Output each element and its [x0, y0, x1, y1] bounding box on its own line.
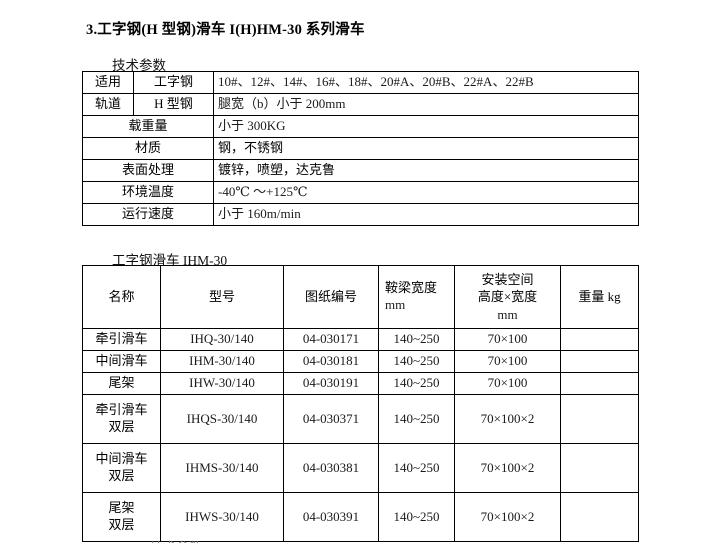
- column-header-saddle-width: 鞍梁宽度 mm: [378, 265, 455, 329]
- table-row: 环境温度 -40℃ ～+125℃: [82, 181, 639, 204]
- column-header-install-space-unit: mm: [497, 306, 518, 322]
- cell-name-line1: 尾架: [108, 500, 135, 516]
- technical-parameters-table: 适用 工字钢 10#、12#、14#、16#、18#、20#A、20#B、22#…: [82, 71, 639, 226]
- specs-value-i-beam-sizes: 10#、12#、14#、16#、18#、20#A、20#B、22#A、22#B: [213, 71, 639, 94]
- table-row: 运行速度 小于 160m/min: [82, 203, 639, 226]
- cell-drawing-number: 04-030381: [283, 443, 379, 493]
- table-row: 适用 工字钢 10#、12#、14#、16#、18#、20#A、20#B、22#…: [82, 71, 639, 94]
- specs-label-load-capacity: 载重量: [82, 115, 214, 138]
- model-list-table: 名称 型号 图纸编号 鞍梁宽度 mm 安装空间 高度×宽度 mm 重量 kg 牵…: [82, 265, 639, 542]
- column-header-install-space: 安装空间 高度×宽度 mm: [454, 265, 561, 329]
- page-title: 3.工字钢(H 型钢)滑车 I(H)HM-30 系列滑车: [86, 22, 365, 38]
- specs-sub-i-beam: 工字钢: [133, 71, 214, 94]
- cell-name-line2: 双层: [108, 419, 135, 434]
- cell-name: 尾架 双层: [82, 492, 161, 542]
- table-row: 表面处理 镀锌，喷塑，达克鲁: [82, 159, 639, 182]
- cell-drawing-number: 04-030191: [283, 372, 379, 395]
- cell-saddle-width: 140~250: [378, 372, 455, 395]
- cell-install-space: 70×100×2: [454, 443, 561, 493]
- table-header-row: 名称 型号 图纸编号 鞍梁宽度 mm 安装空间 高度×宽度 mm 重量 kg: [82, 265, 639, 329]
- table-row: 材质 钢，不锈钢: [82, 137, 639, 160]
- cell-saddle-width: 140~250: [378, 328, 455, 351]
- specs-value-flange-width: 腿宽（b）小于 200mm: [213, 93, 639, 116]
- column-header-weight: 重量 kg: [560, 265, 639, 329]
- specs-value-running-speed: 小于 160m/min: [213, 203, 639, 226]
- column-header-saddle-width-unit: mm: [385, 296, 406, 312]
- bottom-cut-off-text: 技术参数: [150, 537, 270, 543]
- column-header-drawing-number: 图纸编号: [283, 265, 379, 329]
- specs-value-surface-treatment: 镀锌，喷塑，达克鲁: [213, 159, 639, 182]
- cell-model: IHMS-30/140: [160, 443, 284, 493]
- specs-label-material: 材质: [82, 137, 214, 160]
- models-table-caption: 工字钢滑车 IHM-30: [112, 253, 228, 268]
- table-row: 中间滑车 双层 IHMS-30/140 04-030381 140~250 70…: [82, 443, 639, 493]
- cell-model: IHM-30/140: [160, 350, 284, 373]
- cell-drawing-number: 04-030181: [283, 350, 379, 373]
- cell-name-line2: 双层: [108, 517, 135, 532]
- cell-install-space: 70×100: [454, 350, 561, 373]
- specs-table-caption: 技术参数: [112, 58, 166, 73]
- cell-name: 中间滑车: [82, 350, 161, 373]
- table-row: 载重量 小于 300KG: [82, 115, 639, 138]
- cell-saddle-width: 140~250: [378, 394, 455, 444]
- cell-saddle-width: 140~250: [378, 350, 455, 373]
- column-header-name: 名称: [82, 265, 161, 329]
- cell-install-space: 70×100: [454, 372, 561, 395]
- specs-value-ambient-temperature: -40℃ ～+125℃: [213, 181, 639, 204]
- cell-weight: [560, 394, 639, 444]
- cell-saddle-width: 140~250: [378, 492, 455, 542]
- table-row: 牵引滑车 双层 IHQS-30/140 04-030371 140~250 70…: [82, 394, 639, 444]
- table-row: 尾架 IHW-30/140 04-030191 140~250 70×100: [82, 372, 639, 395]
- cell-name: 牵引滑车: [82, 328, 161, 351]
- cell-install-space: 70×100×2: [454, 394, 561, 444]
- cell-weight: [560, 492, 639, 542]
- cell-name: 中间滑车 双层: [82, 443, 161, 493]
- specs-value-load-capacity: 小于 300KG: [213, 115, 639, 138]
- cell-saddle-width: 140~250: [378, 443, 455, 493]
- cell-name: 尾架: [82, 372, 161, 395]
- specs-label-applicable: 适用: [82, 71, 134, 94]
- specs-value-material: 钢，不锈钢: [213, 137, 639, 160]
- cell-weight: [560, 372, 639, 395]
- specs-label-ambient-temperature: 环境温度: [82, 181, 214, 204]
- cell-name: 牵引滑车 双层: [82, 394, 161, 444]
- table-row: 中间滑车 IHM-30/140 04-030181 140~250 70×100: [82, 350, 639, 373]
- specs-label-track: 轨道: [82, 93, 134, 116]
- cell-model: IHQS-30/140: [160, 394, 284, 444]
- cell-name-line1: 牵引滑车: [95, 402, 148, 418]
- table-row: 轨道 H 型钢 腿宽（b）小于 200mm: [82, 93, 639, 116]
- column-header-model: 型号: [160, 265, 284, 329]
- cell-model: IHW-30/140: [160, 372, 284, 395]
- specs-sub-h-beam: H 型钢: [133, 93, 214, 116]
- column-header-saddle-width-label: 鞍梁宽度: [385, 280, 438, 296]
- column-header-install-space-line1: 安装空间: [481, 271, 534, 287]
- cell-name-line2: 双层: [108, 468, 135, 483]
- cell-install-space: 70×100×2: [454, 492, 561, 542]
- cell-drawing-number: 04-030171: [283, 328, 379, 351]
- table-row: 牵引滑车 IHQ-30/140 04-030171 140~250 70×100: [82, 328, 639, 351]
- cell-weight: [560, 328, 639, 351]
- cell-install-space: 70×100: [454, 328, 561, 351]
- column-header-install-space-line2: 高度×宽度: [477, 289, 538, 305]
- cell-drawing-number: 04-030371: [283, 394, 379, 444]
- cell-drawing-number: 04-030391: [283, 492, 379, 542]
- cell-weight: [560, 350, 639, 373]
- specs-label-running-speed: 运行速度: [82, 203, 214, 226]
- specs-label-surface-treatment: 表面处理: [82, 159, 214, 182]
- table-row: 尾架 双层 IHWS-30/140 04-030391 140~250 70×1…: [82, 492, 639, 542]
- cell-name-line1: 中间滑车: [95, 451, 148, 467]
- cell-model: IHQ-30/140: [160, 328, 284, 351]
- cell-model: IHWS-30/140: [160, 492, 284, 542]
- cell-weight: [560, 443, 639, 493]
